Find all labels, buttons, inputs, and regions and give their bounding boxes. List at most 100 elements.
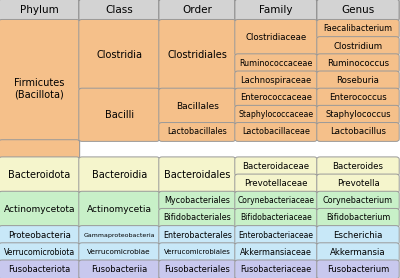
FancyBboxPatch shape	[317, 105, 399, 124]
Text: Roseburia: Roseburia	[336, 76, 380, 85]
Text: Lactobacillales: Lactobacillales	[167, 128, 227, 136]
Text: Ruminococcus: Ruminococcus	[327, 59, 389, 68]
FancyBboxPatch shape	[79, 19, 160, 90]
FancyBboxPatch shape	[235, 208, 317, 227]
FancyBboxPatch shape	[235, 191, 317, 210]
Text: Bacteroidota: Bacteroidota	[8, 170, 70, 180]
Text: Actinomycetota: Actinomycetota	[4, 205, 75, 214]
FancyBboxPatch shape	[235, 71, 317, 90]
Text: Bifidobacteriaceae: Bifidobacteriaceae	[240, 214, 312, 222]
FancyBboxPatch shape	[317, 174, 399, 193]
Text: Corynebacterium: Corynebacterium	[323, 196, 393, 205]
FancyBboxPatch shape	[159, 0, 236, 21]
FancyBboxPatch shape	[317, 123, 399, 142]
Text: Enterobacterales: Enterobacterales	[163, 230, 232, 240]
FancyBboxPatch shape	[79, 226, 160, 244]
Text: Genus: Genus	[341, 5, 375, 15]
FancyBboxPatch shape	[159, 123, 236, 142]
Text: Enterococcus: Enterococcus	[329, 93, 387, 102]
Text: Lactobacillus: Lactobacillus	[330, 128, 386, 136]
Text: Lachnospiraceae: Lachnospiraceae	[240, 76, 312, 85]
Text: Fusobacteriaceae: Fusobacteriaceae	[240, 265, 312, 274]
Text: Verrucomicrobiales: Verrucomicrobiales	[164, 249, 231, 255]
FancyBboxPatch shape	[159, 157, 236, 193]
Text: Bifidobacteriales: Bifidobacteriales	[163, 214, 231, 222]
FancyBboxPatch shape	[159, 243, 236, 262]
FancyBboxPatch shape	[235, 123, 317, 142]
Text: Faecalibacterium: Faecalibacterium	[324, 24, 392, 33]
FancyBboxPatch shape	[317, 243, 399, 262]
Text: Bacteroides: Bacteroides	[332, 162, 384, 171]
FancyBboxPatch shape	[79, 191, 160, 227]
Text: Lactobacillaceae: Lactobacillaceae	[242, 128, 310, 136]
FancyBboxPatch shape	[159, 260, 236, 278]
Text: Order: Order	[182, 5, 212, 15]
Text: Prevotella: Prevotella	[337, 179, 379, 188]
FancyBboxPatch shape	[159, 226, 236, 244]
FancyBboxPatch shape	[79, 243, 160, 262]
Text: Clostridia: Clostridia	[96, 50, 142, 60]
Text: Gammaproteobacteria: Gammaproteobacteria	[84, 233, 155, 237]
FancyBboxPatch shape	[317, 71, 399, 90]
Text: Verrucomicrobiae: Verrucomicrobiae	[87, 249, 151, 255]
Text: Staphylococcus: Staphylococcus	[325, 110, 391, 119]
Text: Bacteroidales: Bacteroidales	[164, 170, 230, 180]
FancyBboxPatch shape	[0, 157, 80, 193]
FancyBboxPatch shape	[317, 88, 399, 107]
Text: Akkermansiaceae: Akkermansiaceae	[240, 248, 312, 257]
FancyBboxPatch shape	[235, 260, 317, 278]
Text: Akkermansia: Akkermansia	[330, 248, 386, 257]
Text: Clostridium: Clostridium	[334, 42, 382, 51]
Text: Verrucomicrobiota: Verrucomicrobiota	[4, 248, 75, 257]
FancyBboxPatch shape	[235, 19, 317, 56]
FancyBboxPatch shape	[235, 105, 317, 124]
FancyBboxPatch shape	[159, 88, 236, 124]
FancyBboxPatch shape	[159, 191, 236, 210]
FancyBboxPatch shape	[79, 88, 160, 142]
FancyBboxPatch shape	[235, 54, 317, 73]
Text: Fusobacteriales: Fusobacteriales	[164, 265, 230, 274]
FancyBboxPatch shape	[317, 37, 399, 56]
Text: Phylum: Phylum	[20, 5, 58, 15]
Text: Clostridiaceae: Clostridiaceae	[245, 33, 307, 42]
Text: Enterobacteriaceae: Enterobacteriaceae	[238, 230, 314, 240]
Text: Bifidobacterium: Bifidobacterium	[326, 214, 390, 222]
FancyBboxPatch shape	[317, 226, 399, 244]
Text: Bacteroidaceae: Bacteroidaceae	[242, 162, 310, 171]
FancyBboxPatch shape	[0, 191, 80, 227]
FancyBboxPatch shape	[0, 140, 80, 158]
FancyBboxPatch shape	[317, 157, 399, 176]
Text: Proteobacteria: Proteobacteria	[8, 230, 71, 240]
Text: Fusobacterium: Fusobacterium	[327, 265, 389, 274]
FancyBboxPatch shape	[0, 0, 80, 21]
FancyBboxPatch shape	[0, 260, 80, 278]
FancyBboxPatch shape	[317, 260, 399, 278]
Text: Bacteroidia: Bacteroidia	[92, 170, 147, 180]
FancyBboxPatch shape	[79, 0, 160, 21]
Text: Staphylococcaceae: Staphylococcaceae	[238, 110, 314, 119]
Text: Fusobacteriota: Fusobacteriota	[8, 265, 70, 274]
FancyBboxPatch shape	[79, 157, 160, 193]
FancyBboxPatch shape	[0, 19, 80, 158]
FancyBboxPatch shape	[317, 208, 399, 227]
FancyBboxPatch shape	[317, 19, 399, 38]
Text: Bacilli: Bacilli	[105, 110, 134, 120]
FancyBboxPatch shape	[235, 243, 317, 262]
Text: Family: Family	[259, 5, 293, 15]
FancyBboxPatch shape	[0, 226, 80, 244]
Text: Corynebacteriaceae: Corynebacteriaceae	[238, 196, 314, 205]
Text: Mycobacteriales: Mycobacteriales	[164, 196, 230, 205]
FancyBboxPatch shape	[317, 0, 399, 21]
Text: Enterococcaceae: Enterococcaceae	[240, 93, 312, 102]
FancyBboxPatch shape	[235, 226, 317, 244]
FancyBboxPatch shape	[317, 54, 399, 73]
FancyBboxPatch shape	[159, 208, 236, 227]
Text: Class: Class	[105, 5, 133, 15]
FancyBboxPatch shape	[0, 243, 80, 262]
Text: Escherichia: Escherichia	[333, 230, 383, 240]
Text: Fusobacteriia: Fusobacteriia	[91, 265, 147, 274]
FancyBboxPatch shape	[235, 174, 317, 193]
FancyBboxPatch shape	[79, 260, 160, 278]
FancyBboxPatch shape	[159, 19, 236, 90]
Text: Firmicutes
(Bacillota): Firmicutes (Bacillota)	[14, 78, 64, 100]
